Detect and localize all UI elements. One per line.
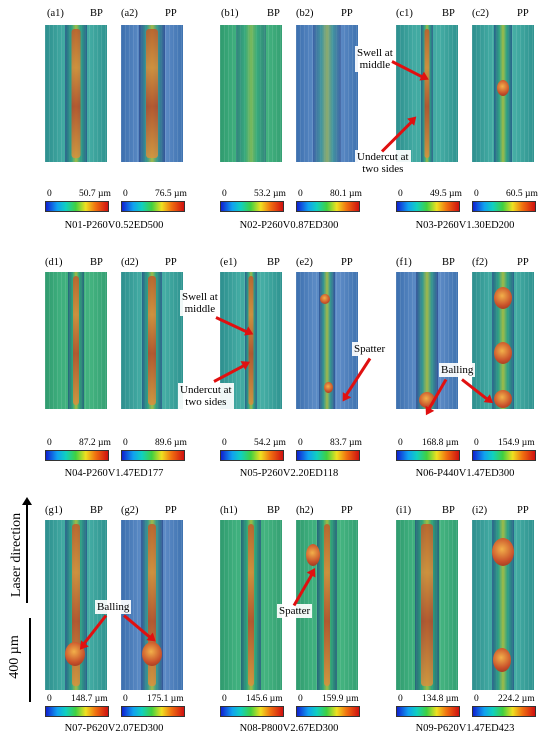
- panel-kind: BP: [90, 257, 103, 268]
- scale-bar: [29, 618, 31, 702]
- panel-tag: (f1): [396, 257, 412, 268]
- color-scale-i2: 0 224.2 µm: [472, 694, 536, 718]
- color-scale-f1: 0 168.8 µm: [396, 438, 460, 462]
- panel-tag: (d2): [121, 257, 139, 268]
- panel-tag: (h1): [220, 505, 238, 516]
- surface-image-h1: [220, 520, 282, 690]
- panel-kind: PP: [165, 257, 177, 268]
- annotation-balling: Balling: [439, 363, 476, 377]
- color-scale-b2: 0 80.1 µm: [296, 189, 362, 213]
- surface-image-c2: [472, 25, 534, 162]
- panel-tag: (f2): [472, 257, 488, 268]
- caption-n03: N03-P260V1.30ED200: [415, 220, 515, 231]
- surface-image-d2: [121, 272, 183, 409]
- panel-kind: BP: [442, 257, 455, 268]
- caption-n01: N01-P260V0.52ED500: [64, 220, 164, 231]
- panel-tag: (b2): [296, 8, 314, 19]
- laser-direction-label: Laser direction: [9, 512, 24, 598]
- panel-kind: BP: [267, 505, 280, 516]
- color-scale-g1: 0 148.7 µm: [45, 694, 109, 718]
- panel-kind: BP: [267, 8, 280, 19]
- panel-tag: (g2): [121, 505, 139, 516]
- surface-image-c1: [396, 25, 458, 162]
- panel-tag: (e1): [220, 257, 237, 268]
- caption-n06: N06-P440V1.47ED300: [415, 468, 515, 479]
- panel-kind: BP: [90, 505, 103, 516]
- panel-kind: PP: [517, 505, 529, 516]
- annotation-spatter: Spatter: [277, 604, 313, 618]
- annotation-balling: Balling: [95, 600, 132, 614]
- annotation-swell: Swell at middle: [355, 46, 395, 72]
- laser-direction-arrow: [22, 497, 32, 603]
- color-scale-e1: 0 54.2 µm: [220, 438, 286, 462]
- panel-kind: PP: [165, 505, 177, 516]
- panel-kind: PP: [341, 257, 353, 268]
- panel-tag: (c1): [396, 8, 413, 19]
- panel-kind: BP: [442, 8, 455, 19]
- color-scale-d1: 0 87.2 µm: [45, 438, 111, 462]
- scale-bar-label: 400 µm: [7, 635, 22, 679]
- color-scale-f2: 0 154.9 µm: [472, 438, 536, 462]
- color-scale-c2: 0 60.5 µm: [472, 189, 538, 213]
- panel-kind: PP: [341, 8, 353, 19]
- color-scale-d2: 0 89.6 µm: [121, 438, 187, 462]
- panel-tag: (h2): [296, 505, 314, 516]
- surface-image-f1: [396, 272, 458, 409]
- caption-n04: N04-P260V1.47ED177: [64, 468, 164, 479]
- annotation-undercut: Undercut at two sides: [355, 150, 411, 176]
- color-scale-a1: 0 50.7 µm: [45, 189, 111, 213]
- panel-kind: PP: [517, 257, 529, 268]
- surface-image-d1: [45, 272, 107, 409]
- color-scale-c1: 0 49.5 µm: [396, 189, 462, 213]
- color-scale-h1: 0 145.6 µm: [220, 694, 284, 718]
- surface-image-h2: [296, 520, 358, 690]
- panel-tag: (e2): [296, 257, 313, 268]
- panel-kind: BP: [442, 505, 455, 516]
- panel-tag: (c2): [472, 8, 489, 19]
- caption-n05: N05-P260V2.20ED118: [239, 468, 339, 479]
- color-scale-h2: 0 159.9 µm: [296, 694, 360, 718]
- surface-image-g2: [121, 520, 183, 690]
- panel-tag: (i2): [472, 505, 488, 516]
- panel-tag: (i1): [396, 505, 412, 516]
- surface-image-i1: [396, 520, 458, 690]
- panel-kind: PP: [517, 8, 529, 19]
- caption-n02: N02-P260V0.87ED300: [239, 220, 339, 231]
- panel-kind: PP: [341, 505, 353, 516]
- surface-image-b2: [296, 25, 358, 162]
- surface-image-a2: [121, 25, 183, 162]
- panel-tag: (a2): [121, 8, 138, 19]
- annotation-undercut: Undercut at two sides: [178, 383, 234, 409]
- color-scale-a2: 0 76.5 µm: [121, 189, 187, 213]
- surface-image-b1: [220, 25, 282, 162]
- color-scale-i1: 0 134.8 µm: [396, 694, 460, 718]
- panel-kind: PP: [165, 8, 177, 19]
- panel-tag: (a1): [47, 8, 64, 19]
- panel-tag: (d1): [45, 257, 63, 268]
- panel-tag: (b1): [221, 8, 239, 19]
- panel-tag: (g1): [45, 505, 63, 516]
- annotation-spatter: Spatter: [352, 342, 388, 356]
- panel-kind: BP: [267, 257, 280, 268]
- caption-n07: N07-P620V2.07ED300: [64, 723, 164, 734]
- caption-n08: N08-P800V2.67ED300: [239, 723, 339, 734]
- caption-n09: N09-P620V1.47ED423: [415, 723, 515, 734]
- color-scale-e2: 0 83.7 µm: [296, 438, 362, 462]
- panel-kind: BP: [90, 8, 103, 19]
- annotation-swell: Swell at middle: [180, 290, 220, 316]
- surface-image-f2: [472, 272, 534, 409]
- surface-image-i2: [472, 520, 534, 690]
- color-scale-b1: 0 53.2 µm: [220, 189, 286, 213]
- color-scale-g2: 0 175.1 µm: [121, 694, 185, 718]
- surface-image-a1: [45, 25, 107, 162]
- surface-image-e2: [296, 272, 358, 409]
